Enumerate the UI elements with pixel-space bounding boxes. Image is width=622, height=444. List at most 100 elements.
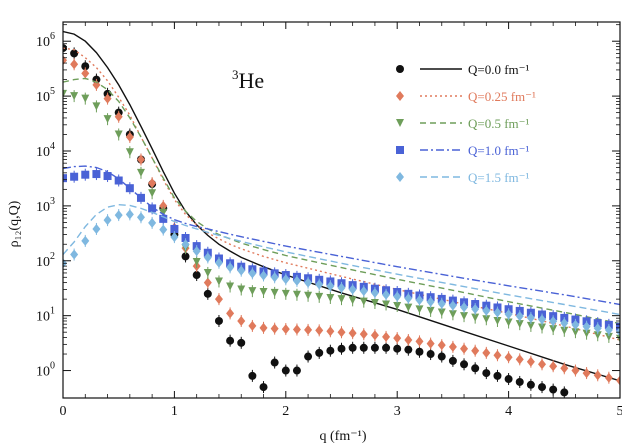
data-point bbox=[471, 313, 480, 322]
data-point bbox=[504, 375, 513, 384]
data-point bbox=[493, 307, 502, 318]
data-point bbox=[415, 336, 424, 347]
data-point bbox=[460, 343, 469, 354]
data-point bbox=[70, 172, 79, 181]
data-point bbox=[270, 272, 279, 283]
data-point bbox=[226, 336, 235, 345]
data-point bbox=[604, 324, 613, 335]
data-point bbox=[315, 292, 324, 301]
data-point bbox=[359, 329, 368, 340]
data-point bbox=[103, 93, 112, 104]
data-point bbox=[404, 303, 413, 312]
data-point bbox=[526, 321, 535, 330]
data-point bbox=[482, 315, 491, 324]
data-point bbox=[437, 308, 446, 317]
data-point bbox=[359, 297, 368, 306]
data-point bbox=[370, 287, 379, 298]
x-tick-label: 0 bbox=[60, 404, 67, 419]
data-point bbox=[192, 257, 201, 266]
data-point bbox=[426, 350, 435, 359]
data-point bbox=[616, 375, 620, 386]
series-line bbox=[63, 203, 620, 316]
data-point bbox=[448, 310, 457, 319]
data-point bbox=[437, 340, 446, 351]
data-point bbox=[148, 217, 157, 228]
data-point bbox=[337, 327, 346, 338]
data-point bbox=[382, 331, 391, 342]
data-point bbox=[560, 318, 569, 329]
data-point bbox=[471, 364, 480, 373]
legend-label: Q=0.0 fm⁻¹ bbox=[468, 62, 530, 77]
data-point bbox=[460, 360, 469, 369]
data-point bbox=[560, 363, 569, 374]
data-point bbox=[304, 277, 313, 288]
data-point bbox=[593, 370, 602, 381]
data-point bbox=[616, 334, 620, 343]
data-point bbox=[192, 246, 201, 257]
data-point bbox=[259, 287, 268, 296]
data-point bbox=[616, 326, 620, 337]
data-point bbox=[248, 287, 257, 296]
tick-layer: 0 1 2 3 4 5 100 101 102 103 104 105 106 bbox=[36, 22, 622, 419]
legend-label: Q=0.5 fm⁻¹ bbox=[468, 116, 530, 131]
data-point bbox=[148, 204, 157, 213]
x-tick-label: 1 bbox=[171, 404, 178, 419]
data-point bbox=[70, 49, 79, 58]
data-point bbox=[460, 302, 469, 313]
data-point bbox=[226, 308, 235, 319]
data-point bbox=[81, 235, 90, 246]
data-point bbox=[348, 296, 357, 305]
data-point bbox=[315, 325, 324, 336]
data-point bbox=[248, 268, 257, 279]
series-group bbox=[63, 47, 620, 387]
data-point bbox=[415, 295, 424, 306]
data-point bbox=[549, 385, 558, 394]
data-point bbox=[136, 154, 145, 165]
data-point bbox=[125, 131, 134, 142]
data-point bbox=[148, 189, 157, 198]
data-point bbox=[370, 330, 379, 341]
data-point bbox=[203, 268, 212, 277]
plot-frame bbox=[62, 21, 621, 399]
y-axis-title: ρ₁₂(q,Q) bbox=[7, 200, 22, 247]
data-point bbox=[70, 249, 79, 260]
data-point bbox=[370, 343, 379, 352]
y-tick-label: 100 bbox=[36, 361, 55, 380]
data-point bbox=[114, 176, 123, 185]
data-point bbox=[504, 352, 513, 363]
data-point bbox=[493, 316, 502, 325]
data-point bbox=[482, 369, 491, 378]
data-point bbox=[125, 184, 134, 193]
data-point bbox=[348, 284, 357, 295]
data-point bbox=[226, 282, 235, 291]
annotation-superscript: 3 bbox=[232, 67, 239, 82]
data-point bbox=[304, 352, 313, 361]
data-point bbox=[471, 345, 480, 356]
data-point bbox=[281, 289, 290, 298]
data-point bbox=[315, 279, 324, 290]
data-point bbox=[571, 328, 580, 337]
data-point bbox=[203, 252, 212, 263]
data-point bbox=[70, 92, 79, 101]
data-point bbox=[181, 252, 190, 261]
data-point bbox=[136, 193, 145, 202]
data-point bbox=[259, 270, 268, 281]
data-point bbox=[482, 347, 491, 358]
data-point bbox=[526, 380, 535, 389]
data-point bbox=[281, 324, 290, 335]
data-point bbox=[304, 324, 313, 335]
data-point bbox=[292, 290, 301, 299]
data-point bbox=[604, 332, 613, 341]
data-point bbox=[415, 305, 424, 314]
data-point bbox=[326, 281, 335, 292]
data-point bbox=[237, 285, 246, 294]
data-point bbox=[237, 265, 246, 276]
data-point bbox=[203, 277, 212, 288]
legend-marker bbox=[396, 91, 404, 101]
x-axis-title: q (fm⁻¹) bbox=[320, 429, 367, 444]
data-point bbox=[304, 291, 313, 300]
series-group bbox=[63, 77, 620, 345]
data-point bbox=[593, 331, 602, 340]
data-point bbox=[214, 294, 223, 305]
data-point bbox=[81, 68, 90, 79]
